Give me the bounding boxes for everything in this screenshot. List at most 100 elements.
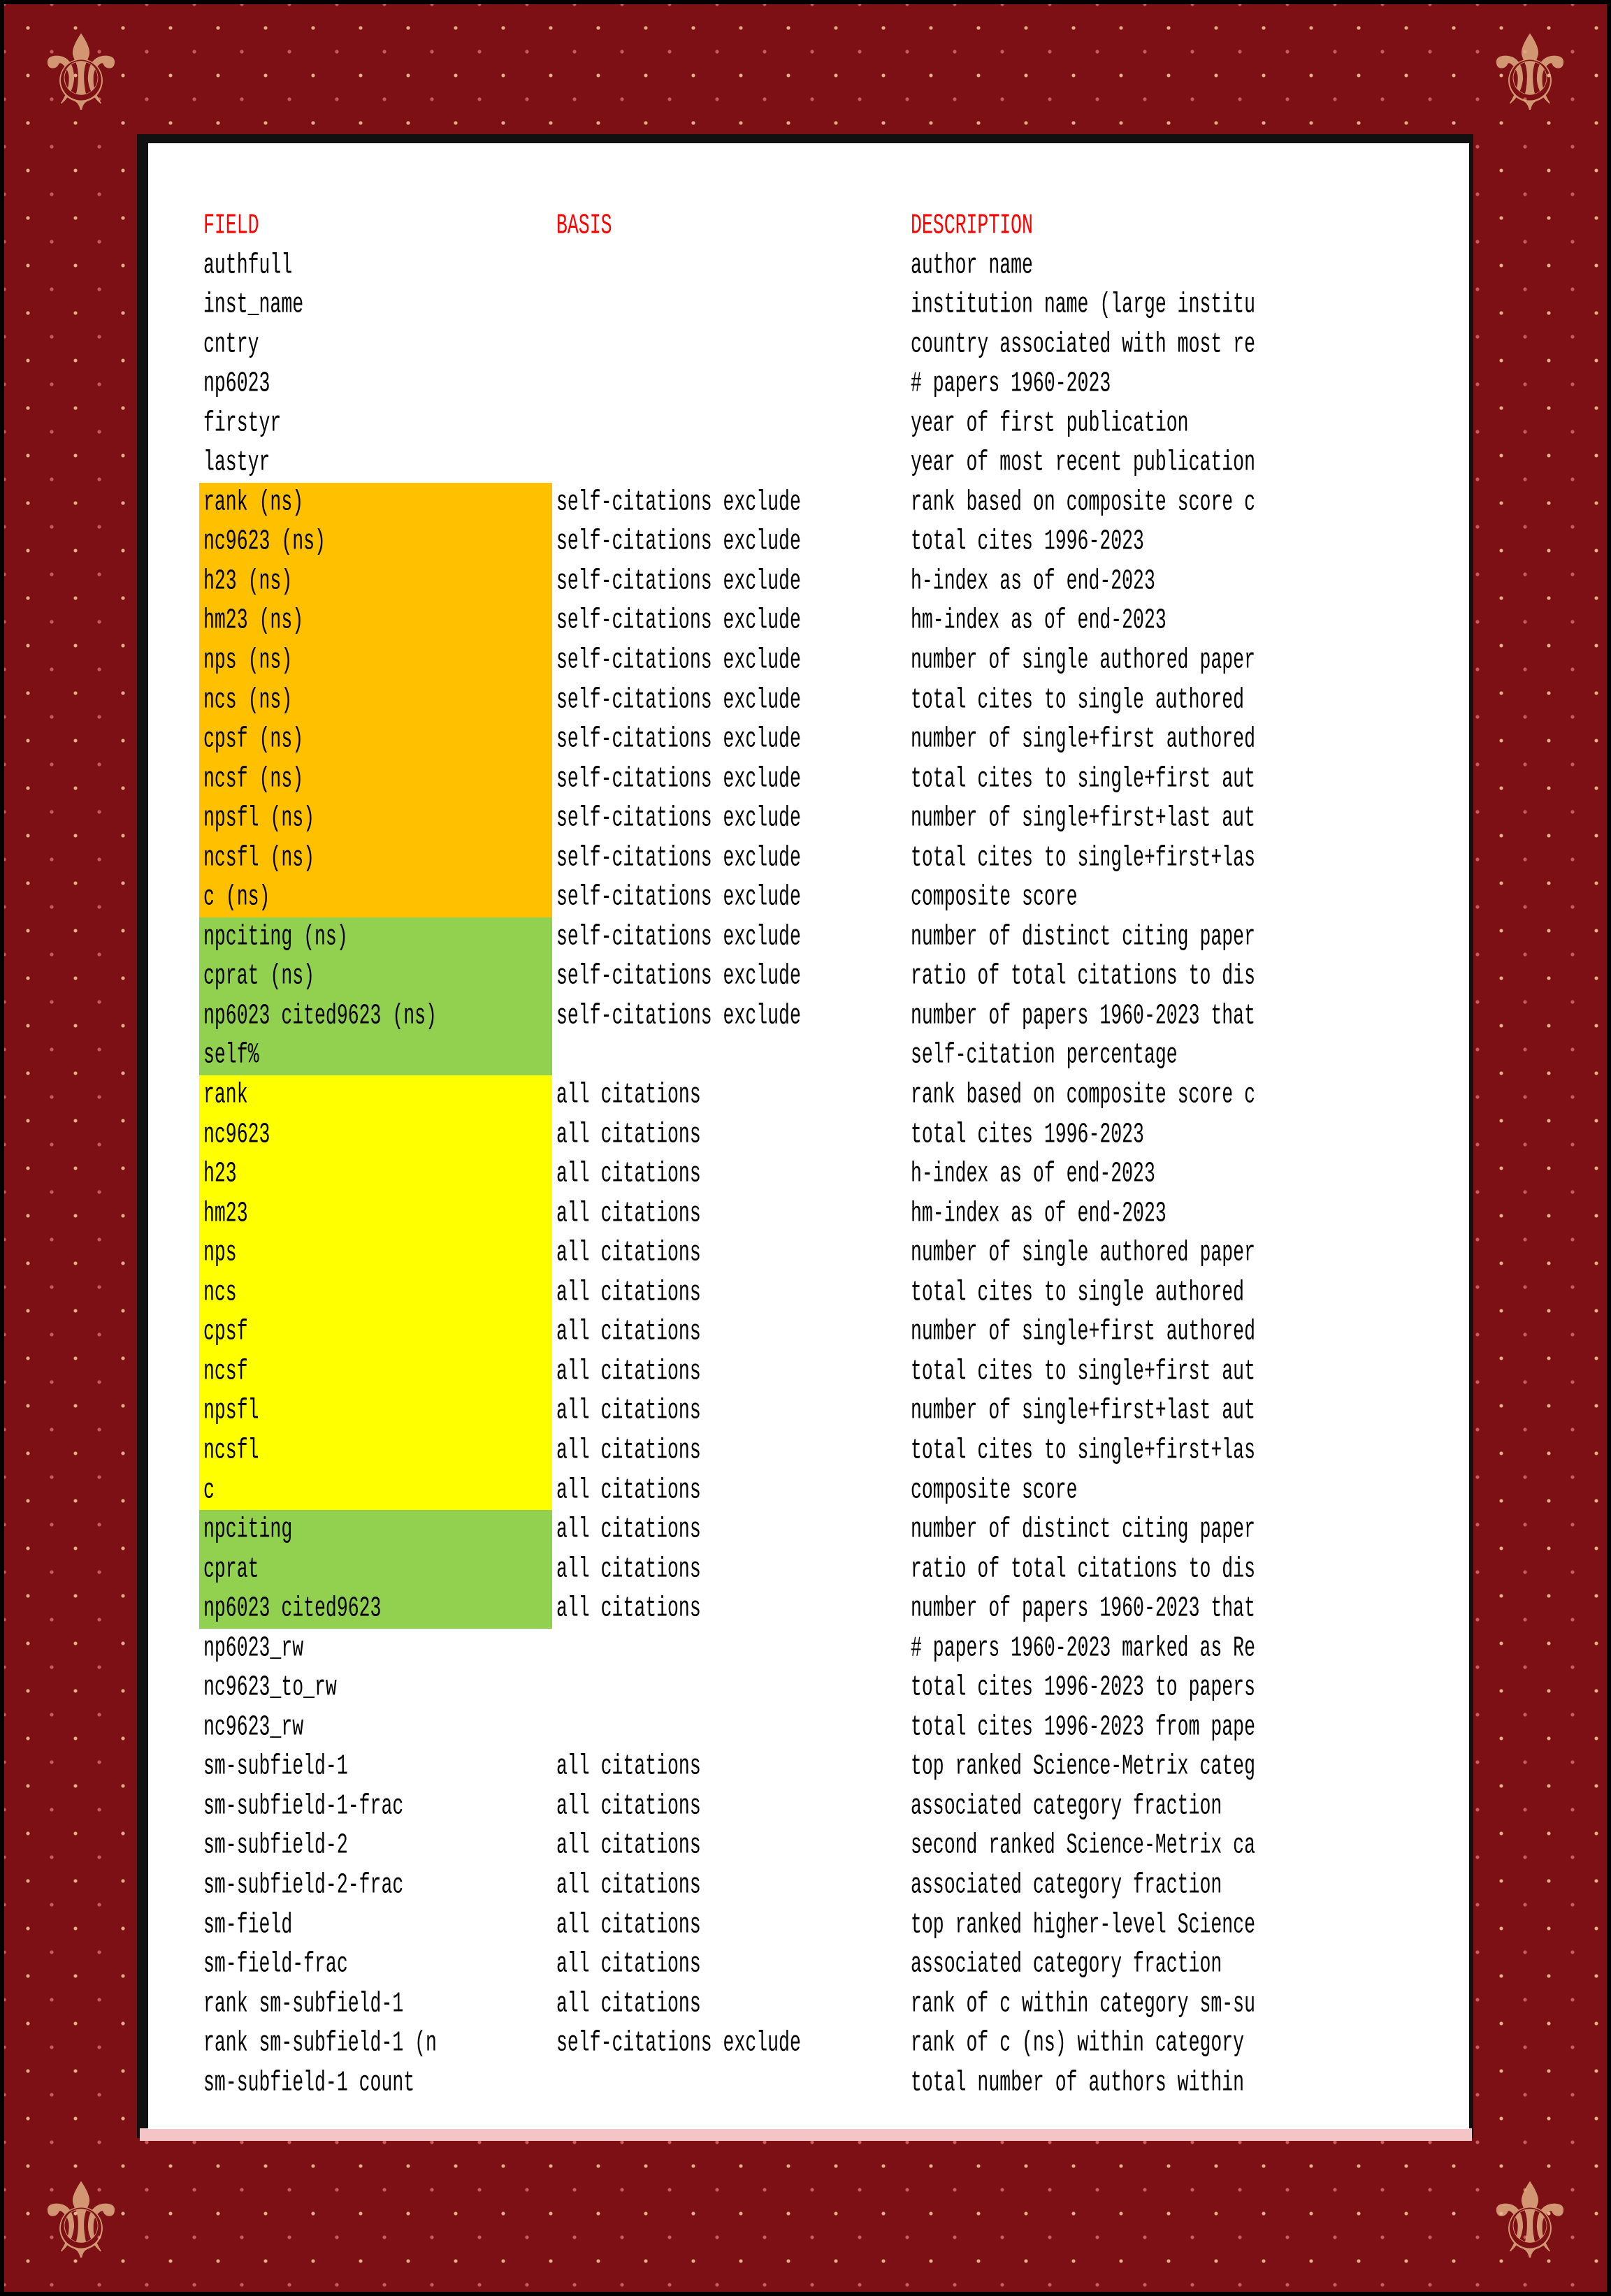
- field-cell: sm-field-frac: [199, 1945, 552, 1984]
- description-cell-text: institution name (large institu: [911, 288, 1255, 321]
- field-cell-text: nc9623 (ns): [203, 525, 326, 558]
- field-cell-text: ncsfl: [203, 1434, 259, 1467]
- basis-cell-text: all citations: [556, 1592, 701, 1625]
- field-cell-text: nps: [203, 1236, 237, 1270]
- basis-cell-text: self-citations exclude: [556, 683, 801, 716]
- basis-cell: all citations: [552, 1391, 906, 1431]
- description-cell-text: top ranked higher-level Science: [911, 1908, 1255, 1941]
- field-cell-text: sm-subfield-1-frac: [203, 1789, 404, 1822]
- field-cell-text: np6023_rw: [203, 1632, 304, 1664]
- field-cell: nps: [199, 1233, 552, 1273]
- basis-cell: self-citations exclude: [552, 562, 906, 602]
- basis-cell-text: self-citations exclude: [556, 920, 801, 953]
- description-cell: number of papers 1960-2023 that: [906, 996, 1406, 1036]
- description-cell: total cites 1996-2023 to papers: [906, 1668, 1406, 1708]
- description-cell-text: number of single+first+last aut: [911, 1395, 1255, 1427]
- description-cell: composite score: [906, 1471, 1406, 1511]
- field-cell: cprat: [199, 1549, 552, 1590]
- basis-cell-text: all citations: [556, 1276, 701, 1309]
- field-cell-text: h23: [203, 1157, 237, 1191]
- field-cell: h23 (ns): [199, 561, 552, 602]
- basis-cell: [552, 325, 906, 365]
- description-cell-text: total cites 1996-2023: [911, 1118, 1144, 1151]
- basis-cell: all citations: [552, 1866, 906, 1905]
- description-cell: rank based on composite score c: [906, 483, 1406, 523]
- field-cell: npsfl: [199, 1391, 552, 1431]
- field-cell-text: hm23: [203, 1197, 248, 1230]
- field-cell: sm-subfield-1: [199, 1747, 552, 1787]
- description-cell-text: rank based on composite score c: [911, 486, 1255, 518]
- description-cell: rank of c (ns) within category: [906, 2023, 1406, 2063]
- basis-cell: [552, 1708, 906, 1748]
- description-cell-text: total cites to single authored: [911, 1276, 1245, 1309]
- field-cell: sm-subfield-1 count: [199, 2063, 552, 2103]
- field-cell: cprat (ns): [199, 957, 552, 996]
- basis-cell-text: self-citations exclude: [556, 525, 801, 558]
- basis-cell: all citations: [552, 1075, 906, 1115]
- field-cell: rank: [199, 1075, 552, 1115]
- field-cell-text: firstyr: [203, 407, 282, 439]
- field-cell-text: cprat (ns): [203, 959, 315, 993]
- field-cell-text: np6023 cited9623 (ns): [203, 999, 437, 1033]
- description-cell: total cites to single+first+las: [906, 838, 1406, 878]
- description-cell: # papers 1960-2023: [906, 364, 1406, 404]
- description-cell-text: total cites to single+first+las: [911, 841, 1255, 874]
- field-cell-text: np6023 cited9623: [203, 1592, 382, 1625]
- field-cell: inst_name: [199, 285, 552, 325]
- field-cell: self%: [199, 1036, 552, 1076]
- description-cell-text: total number of authors within: [911, 2066, 1245, 2099]
- description-cell-text: # papers 1960-2023 marked as Re: [911, 1632, 1255, 1664]
- basis-cell-text: all citations: [556, 1118, 701, 1151]
- description-cell-text: total cites to single authored: [911, 683, 1245, 716]
- description-cell-text: hm-index as of end-2023: [911, 1197, 1166, 1230]
- field-cell-text: inst_name: [203, 288, 304, 321]
- basis-cell-text: self-citations exclude: [556, 999, 801, 1033]
- basis-cell-text: self-citations exclude: [556, 2026, 801, 2060]
- field-cell: h23: [199, 1154, 552, 1194]
- basis-cell-text: all citations: [556, 1157, 701, 1191]
- description-cell: ratio of total citations to dis: [906, 1550, 1406, 1590]
- basis-cell: self-citations exclude: [552, 720, 906, 760]
- description-cell-text: number of single authored paper: [911, 1236, 1255, 1270]
- description-cell: total cites to single+first aut: [906, 760, 1406, 799]
- field-cell-text: sm-subfield-1: [203, 1750, 348, 1783]
- field-cell: ncs (ns): [199, 680, 552, 720]
- basis-cell-text: self-citations exclude: [556, 762, 801, 795]
- description-cell-text: composite score: [911, 880, 1078, 914]
- description-cell-text: h-index as of end-2023: [911, 1157, 1155, 1191]
- description-cell: composite score: [906, 878, 1406, 917]
- description-cell: associated category fraction: [906, 1945, 1406, 1984]
- description-cell-text: number of distinct citing paper: [911, 1513, 1255, 1546]
- field-cell: cpsf (ns): [199, 720, 552, 760]
- description-cell-text: number of papers 1960-2023 that: [911, 1592, 1255, 1625]
- field-cell: ncsf (ns): [199, 759, 552, 799]
- basis-cell-text: all citations: [556, 1513, 701, 1546]
- field-header: FIELD: [203, 209, 259, 242]
- description-cell: number of papers 1960-2023 that: [906, 1589, 1406, 1629]
- basis-cell: all citations: [552, 1984, 906, 2024]
- description-cell: total cites to single+first+las: [906, 1431, 1406, 1471]
- field-cell: npciting: [199, 1510, 552, 1550]
- basis-cell: [552, 2063, 906, 2103]
- description-cell-text: second ranked Science-Metrix ca: [911, 1829, 1255, 1862]
- field-cell: sm-field: [199, 1905, 552, 1945]
- basis-cell: self-citations exclude: [552, 601, 906, 641]
- field-cell-text: ncsfl (ns): [203, 841, 315, 874]
- description-cell: institution name (large institu: [906, 285, 1406, 325]
- basis-cell: all citations: [552, 1312, 906, 1352]
- description-cell: h-index as of end-2023: [906, 562, 1406, 602]
- basis-cell-text: self-citations exclude: [556, 486, 801, 518]
- frame-bottom-trim: [140, 2128, 1472, 2141]
- basis-cell-text: all citations: [556, 1474, 701, 1506]
- field-cell: nps (ns): [199, 641, 552, 681]
- field-cell-text: ncs: [203, 1276, 237, 1309]
- description-cell-text: author name: [911, 249, 1033, 282]
- description-cell: rank based on composite score c: [906, 1075, 1406, 1115]
- field-cell: nc9623_rw: [199, 1708, 552, 1748]
- field-cell-text: nc9623: [203, 1118, 270, 1151]
- description-cell: number of distinct citing paper: [906, 1510, 1406, 1550]
- basis-cell-text: all citations: [556, 1395, 701, 1427]
- basis-cell: self-citations exclude: [552, 522, 906, 562]
- field-cell: c: [199, 1470, 552, 1511]
- description-cell: # papers 1960-2023 marked as Re: [906, 1629, 1406, 1669]
